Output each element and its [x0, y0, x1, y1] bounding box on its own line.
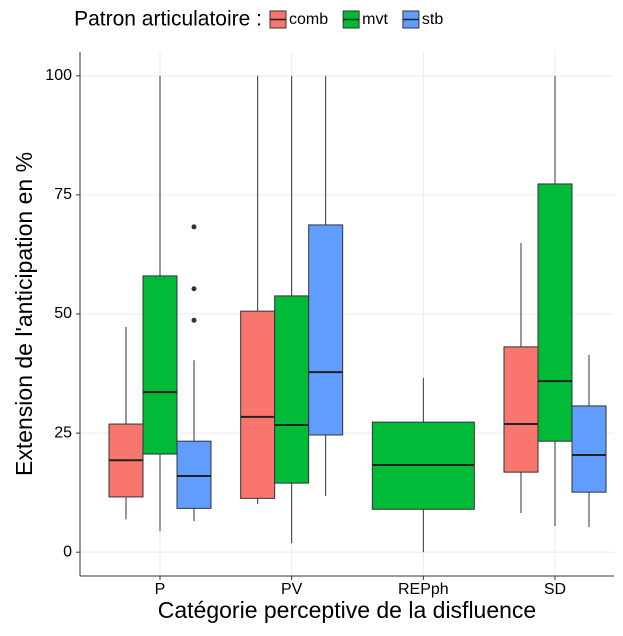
outlier	[191, 286, 197, 292]
y-tick-label: 50	[54, 305, 72, 322]
legend-item: comb	[269, 10, 328, 29]
outlier	[191, 224, 197, 230]
box	[537, 183, 573, 442]
legend-label: mvt	[362, 11, 388, 28]
y-tick-label: 100	[45, 67, 72, 84]
y-tick-label: 25	[54, 424, 72, 441]
y-tick-label: 75	[54, 186, 72, 203]
box	[240, 310, 276, 499]
box	[176, 440, 212, 509]
box	[571, 405, 607, 493]
legend-label: stb	[422, 11, 443, 28]
x-tick-label: REPph	[398, 581, 449, 598]
box	[503, 346, 539, 473]
y-tick-label: 0	[63, 543, 72, 560]
outlier	[191, 317, 197, 323]
x-axis-title: Catégorie perceptive de la disfluence	[158, 597, 536, 623]
legend-item: mvt	[342, 10, 388, 29]
legend-title: Patron articulatoire :	[74, 8, 262, 31]
x-tick-label: P	[155, 581, 166, 598]
x-tick-label: PV	[281, 581, 303, 598]
legend-item: stb	[402, 10, 443, 29]
box	[142, 275, 178, 455]
box	[274, 295, 310, 484]
y-axis-title: Extension de l'anticipation en %	[11, 152, 37, 476]
x-tick-label: SD	[544, 581, 566, 598]
legend-label: comb	[289, 11, 328, 28]
box	[308, 224, 344, 436]
